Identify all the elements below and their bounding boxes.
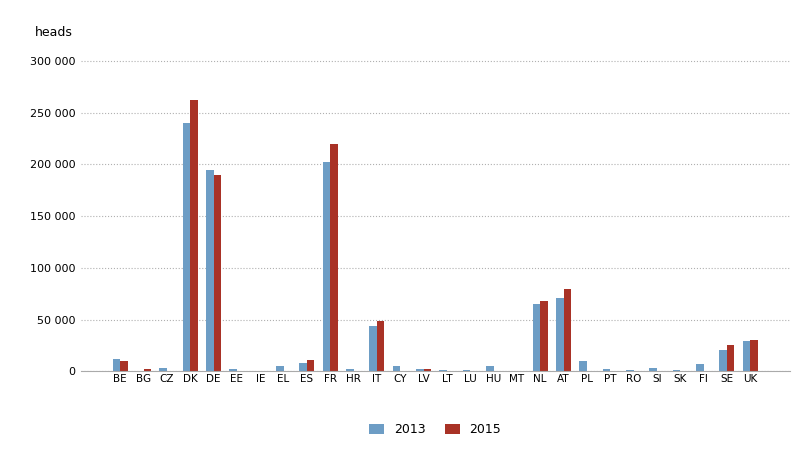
Bar bbox=[276, 366, 284, 371]
Bar bbox=[673, 370, 680, 371]
Bar bbox=[346, 369, 354, 371]
Bar bbox=[369, 326, 377, 371]
Bar bbox=[377, 321, 384, 371]
Bar bbox=[727, 345, 734, 371]
Bar bbox=[742, 342, 750, 371]
Legend: 2013, 2015: 2013, 2015 bbox=[369, 424, 501, 436]
Bar bbox=[533, 304, 540, 371]
Bar bbox=[696, 364, 704, 371]
Bar bbox=[416, 369, 424, 371]
Bar bbox=[720, 350, 727, 371]
Bar bbox=[750, 340, 758, 371]
Bar bbox=[214, 175, 221, 371]
Bar bbox=[330, 144, 338, 371]
Bar bbox=[424, 369, 431, 371]
Bar bbox=[230, 369, 237, 371]
Bar bbox=[626, 370, 634, 371]
Bar bbox=[190, 100, 197, 371]
Text: heads: heads bbox=[35, 26, 73, 39]
Bar bbox=[463, 370, 470, 371]
Bar bbox=[580, 361, 587, 371]
Bar bbox=[183, 123, 190, 371]
Bar bbox=[160, 368, 167, 371]
Bar bbox=[206, 169, 214, 371]
Bar bbox=[650, 368, 657, 371]
Bar bbox=[540, 301, 548, 371]
Bar bbox=[300, 363, 307, 371]
Bar bbox=[393, 366, 401, 371]
Bar bbox=[603, 369, 610, 371]
Bar bbox=[563, 289, 571, 371]
Bar bbox=[322, 162, 330, 371]
Bar bbox=[120, 361, 128, 371]
Bar bbox=[307, 360, 314, 371]
Bar bbox=[486, 366, 493, 371]
Bar bbox=[556, 298, 563, 371]
Bar bbox=[143, 369, 151, 371]
Bar bbox=[113, 359, 120, 371]
